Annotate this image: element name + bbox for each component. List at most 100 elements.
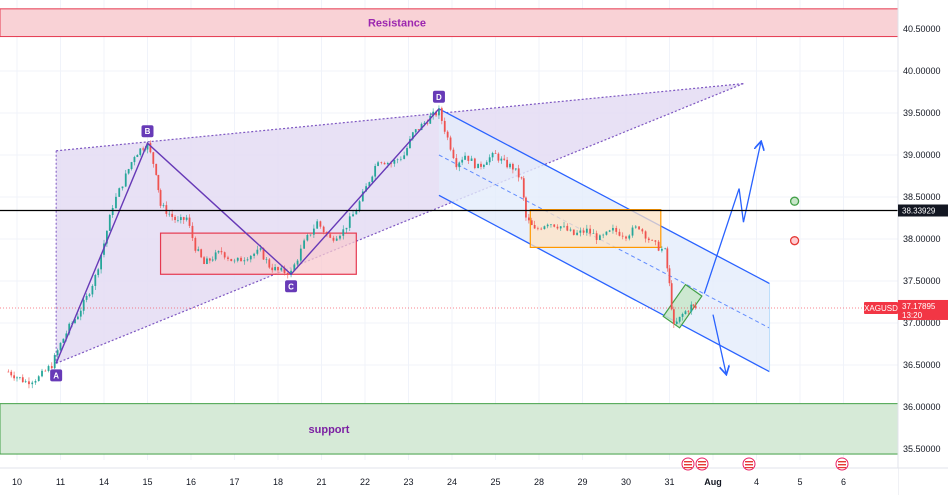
candle-body [146,143,149,150]
candle-body [602,234,605,236]
candle-body [10,371,13,376]
candle-body [488,157,491,163]
candle-body [664,248,667,250]
candle-body [68,323,71,334]
point-label-c: C [288,282,294,291]
candle-body [467,155,470,161]
candle-body [355,211,358,215]
range-box-orange [529,209,662,249]
point-badge-c [285,280,298,293]
candle-body [480,163,482,167]
candle-body [106,230,108,244]
candle-body [589,228,592,234]
y-tick-label: 37.00000 [903,318,941,328]
candle-body [396,159,399,161]
last-price-value: 37.17895 [902,302,936,311]
candle-body [393,159,396,164]
candle-body [265,259,268,261]
x-tick-label: 14 [99,477,109,487]
time-axis-bg [0,468,898,495]
candle-body [618,231,621,236]
us-flag-icon-stripe [684,461,692,463]
candle-body [233,260,236,262]
candle-body [91,285,94,295]
candle-body [316,221,319,229]
candle-body [491,153,494,158]
point-label-b: B [145,127,151,136]
candle-body [530,220,533,225]
candle-body [675,321,678,324]
x-tick-label: 23 [403,477,413,487]
candle-body [296,260,299,265]
candle-body [514,168,517,170]
candle-body [345,227,348,230]
candle-body [65,333,68,339]
candle-body [670,283,673,310]
candle-body [303,240,305,249]
candle-body [660,248,663,251]
candle-body [572,229,575,235]
candle-body [197,249,200,251]
candle-body [608,230,611,232]
candle-body [299,248,302,261]
candle-body [634,226,637,228]
candle-body [678,316,681,322]
candle-body [576,232,578,235]
candle-body [236,257,239,261]
candle-body [687,311,690,312]
candle-body [503,158,506,160]
candle-body [253,253,255,256]
candle-body [227,257,229,259]
candle-body [641,229,644,232]
candle-body [352,214,354,217]
candle-body [461,159,464,163]
candle-body [77,316,79,320]
candle-body [358,201,361,212]
candle-body [121,186,124,189]
zones: Resistance support [0,8,899,455]
candle-body [438,108,440,116]
candle-body [361,191,364,202]
candle-body [206,258,208,264]
candle-body [188,217,191,226]
point-badge-b [141,125,154,138]
candle-body [556,226,559,229]
channel-mid-line [438,154,770,329]
y-tick-label: 39.50000 [903,108,941,118]
candle-body [259,248,262,250]
candle-body [171,213,174,217]
y-tick-label: 36.00000 [903,402,941,412]
x-tick-label: 31 [664,477,674,487]
us-flag-icon-stripe [684,467,692,469]
key-level-value: 38.33929 [902,206,936,215]
candle-body [130,162,133,170]
time-axis[interactable]: 10 11 14 15 16 17 18 21 22 23 24 25 28 29 30 31 Aug 4 5 6 [0,467,948,495]
range-box-red [159,232,357,275]
candle-body [654,240,657,242]
us-flag-icon-stripe [838,464,846,466]
range-box-green [662,283,703,329]
candle-body [165,205,168,214]
candle-body [182,217,185,220]
price-axis[interactable]: 40.50000 40.00000 39.50000 39.00000 38.50000… [897,0,948,495]
candle-body [426,122,429,124]
us-flag-icon-stripe [745,461,753,463]
symbol-tag [864,301,898,314]
candle-body [684,311,687,314]
candle-body [118,188,121,197]
y-tick-label: 36.50000 [903,360,941,370]
candle-body [440,108,443,121]
candle-body [569,229,572,231]
candle-body [455,158,458,168]
candle-body [374,165,377,177]
candle-body [506,159,508,168]
candle-body [19,377,21,378]
candle-body [139,148,142,155]
rising-wedge [55,83,744,364]
y-tick-label: 40.50000 [903,24,941,34]
candle-body [312,228,315,235]
candle-body [339,235,341,239]
candle-body [533,224,536,229]
candle-body [309,234,312,236]
